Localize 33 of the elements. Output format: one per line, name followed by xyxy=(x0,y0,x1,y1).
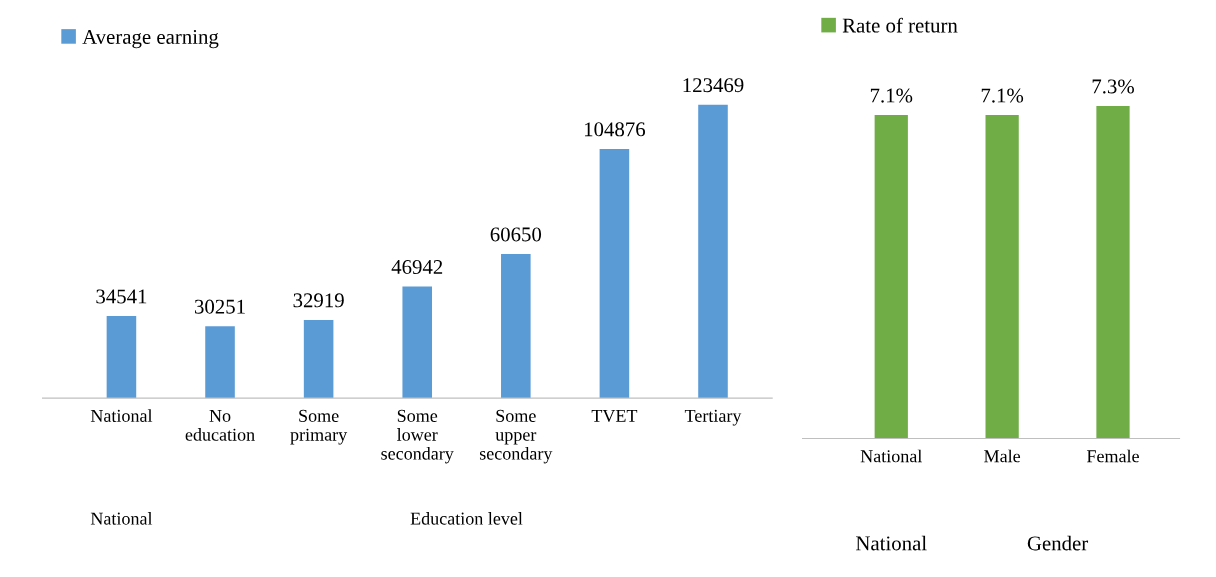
data-label: 32919 xyxy=(293,293,344,308)
data-label: 7.1% xyxy=(870,88,913,103)
data-label: 7.1% xyxy=(981,88,1024,103)
bar xyxy=(698,104,728,399)
bar xyxy=(106,316,137,399)
legend-label: Rate of return xyxy=(842,17,958,33)
x-tick-label: Tertiary xyxy=(684,409,742,426)
text: National xyxy=(855,535,927,551)
legend-label: Average earning xyxy=(82,29,219,49)
data-label: 7.3% xyxy=(1092,79,1134,94)
data-label: 123469 xyxy=(683,78,744,93)
x-tick-label: National xyxy=(90,409,153,422)
x-tick-label: Female xyxy=(1086,449,1139,463)
x-tick-label: Some primary xyxy=(290,409,348,445)
data-label: 30251 xyxy=(194,299,245,314)
bar xyxy=(501,254,531,399)
x-tick-label: No education xyxy=(185,409,255,441)
bar xyxy=(402,286,433,399)
x-tick-label: Some upper secondary xyxy=(479,409,553,464)
text: Education level xyxy=(410,512,523,525)
text: National xyxy=(90,512,153,525)
bar xyxy=(599,148,630,399)
bar xyxy=(205,326,235,399)
data-label: 34541 xyxy=(96,289,147,304)
data-label: 60650 xyxy=(490,227,542,242)
text: Gender xyxy=(1027,535,1089,551)
x-tick-label: National xyxy=(860,449,922,463)
x-tick-label: Some lower secondary xyxy=(381,409,454,464)
data-label: 104876 xyxy=(584,122,646,137)
bar xyxy=(303,319,334,399)
x-tick-label: TVET xyxy=(591,409,638,423)
data-label: 46942 xyxy=(391,260,443,275)
x-tick-label: Male xyxy=(984,449,1021,463)
